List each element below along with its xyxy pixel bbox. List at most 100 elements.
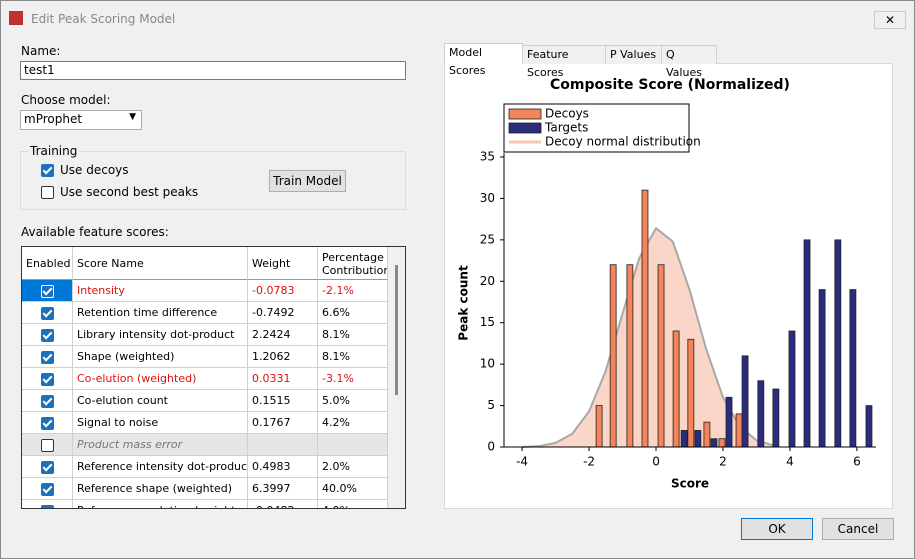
enabled-cell — [22, 434, 73, 456]
app-icon — [9, 11, 23, 25]
percentage: -3.1% — [318, 368, 388, 390]
weight: -0.7492 — [248, 302, 318, 324]
enabled-cell — [22, 412, 73, 434]
weight — [248, 434, 318, 456]
bar — [865, 405, 873, 448]
checkbox[interactable] — [41, 351, 54, 364]
x-tick-label: -2 — [583, 455, 595, 469]
percentage: 5.0% — [318, 390, 388, 412]
enabled-cell — [22, 280, 73, 302]
bar — [735, 413, 743, 448]
checkbox-label: Use decoys — [60, 163, 129, 177]
percentage: 8.1% — [318, 324, 388, 346]
checkbox[interactable] — [41, 186, 54, 199]
bar — [703, 421, 711, 448]
close-button[interactable]: ✕ — [874, 11, 906, 29]
percentage: -2.1% — [318, 280, 388, 302]
y-tick-label: 0 — [487, 440, 495, 454]
model-select[interactable]: mProphet ▼ — [20, 110, 142, 130]
y-tick-label: 25 — [480, 232, 495, 246]
enabled-cell — [22, 500, 73, 508]
column-header: Score Name — [73, 247, 248, 280]
tab[interactable]: Feature Scores — [522, 45, 606, 79]
x-tick-label: 6 — [853, 455, 861, 469]
checkbox[interactable] — [41, 307, 54, 320]
score-name: Signal to noise — [73, 412, 248, 434]
feature-table: Enabled Score Name Weight Percentage Contri… — [21, 246, 406, 509]
bar — [772, 388, 780, 448]
enabled-cell — [22, 368, 73, 390]
training-group — [20, 151, 406, 210]
tab[interactable]: Q Values — [661, 45, 717, 79]
checkbox[interactable] — [41, 395, 54, 408]
weight: -0.0482 — [248, 500, 318, 508]
cancel-button[interactable]: Cancel — [822, 518, 894, 540]
name-input[interactable]: test1 — [20, 61, 406, 80]
enabled-cell — [22, 346, 73, 368]
scrollbar-thumb[interactable] — [395, 265, 398, 395]
checkbox[interactable] — [41, 483, 54, 496]
score-name: Intensity — [73, 280, 248, 302]
checkbox[interactable] — [41, 285, 54, 298]
x-tick-label: 2 — [719, 455, 727, 469]
bar — [641, 189, 649, 448]
x-tick-label: 0 — [652, 455, 660, 469]
bar — [818, 289, 826, 448]
bar — [595, 405, 603, 448]
score-name: Co-elution (weighted) — [73, 368, 248, 390]
window-title: Edit Peak Scoring Model — [31, 12, 176, 26]
checkbox[interactable] — [41, 164, 54, 177]
y-tick-label: 35 — [480, 150, 495, 164]
bar — [788, 330, 796, 448]
x-tick-label: -4 — [516, 455, 528, 469]
tab[interactable]: Model Scores — [444, 43, 523, 77]
ok-button[interactable]: OK — [741, 518, 813, 540]
bar — [710, 438, 718, 448]
weight: 2.2424 — [248, 324, 318, 346]
enabled-cell — [22, 324, 73, 346]
x-axis-label: Score — [671, 477, 709, 491]
checkbox[interactable] — [41, 417, 54, 430]
percentage: 8.1% — [318, 346, 388, 368]
score-name: Reference shape (weighted) — [73, 478, 248, 500]
y-tick-label: 5 — [487, 398, 495, 412]
bar — [672, 330, 680, 448]
legend-label: Targets — [544, 121, 588, 135]
bar — [609, 264, 617, 448]
checkbox[interactable] — [41, 505, 54, 508]
bar — [725, 396, 733, 448]
bar — [687, 338, 695, 448]
column-header: Enabled — [22, 247, 73, 280]
features-label: Available feature scores: — [21, 225, 169, 239]
bar — [694, 430, 702, 448]
legend-swatch — [508, 108, 542, 120]
bar — [849, 289, 857, 448]
checkbox-label: Use second best peaks — [60, 185, 199, 199]
percentage — [318, 434, 388, 456]
weight: 0.1515 — [248, 390, 318, 412]
bar — [757, 380, 765, 448]
y-tick-label: 30 — [480, 191, 495, 205]
tab[interactable]: P Values — [605, 45, 662, 64]
percentage: 40.0% — [318, 478, 388, 500]
legend-label: Decoys — [545, 107, 589, 121]
checkbox[interactable] — [41, 329, 54, 342]
checkbox[interactable] — [41, 461, 54, 474]
checkbox[interactable] — [41, 373, 54, 386]
weight: 0.4983 — [248, 456, 318, 478]
bar — [657, 264, 665, 448]
weight: -0.0783 — [248, 280, 318, 302]
weight: 1.2062 — [248, 346, 318, 368]
enabled-cell — [22, 478, 73, 500]
legend-swatch — [508, 122, 542, 134]
enabled-cell — [22, 302, 73, 324]
train-button[interactable]: Train Model — [269, 170, 346, 192]
score-name: Library intensity dot-product — [73, 324, 248, 346]
checkbox[interactable] — [41, 439, 54, 452]
bar — [680, 430, 688, 448]
name-label: Name: — [21, 44, 61, 58]
weight: 0.0331 — [248, 368, 318, 390]
percentage: 4.0% — [318, 500, 388, 508]
bar — [718, 438, 726, 448]
